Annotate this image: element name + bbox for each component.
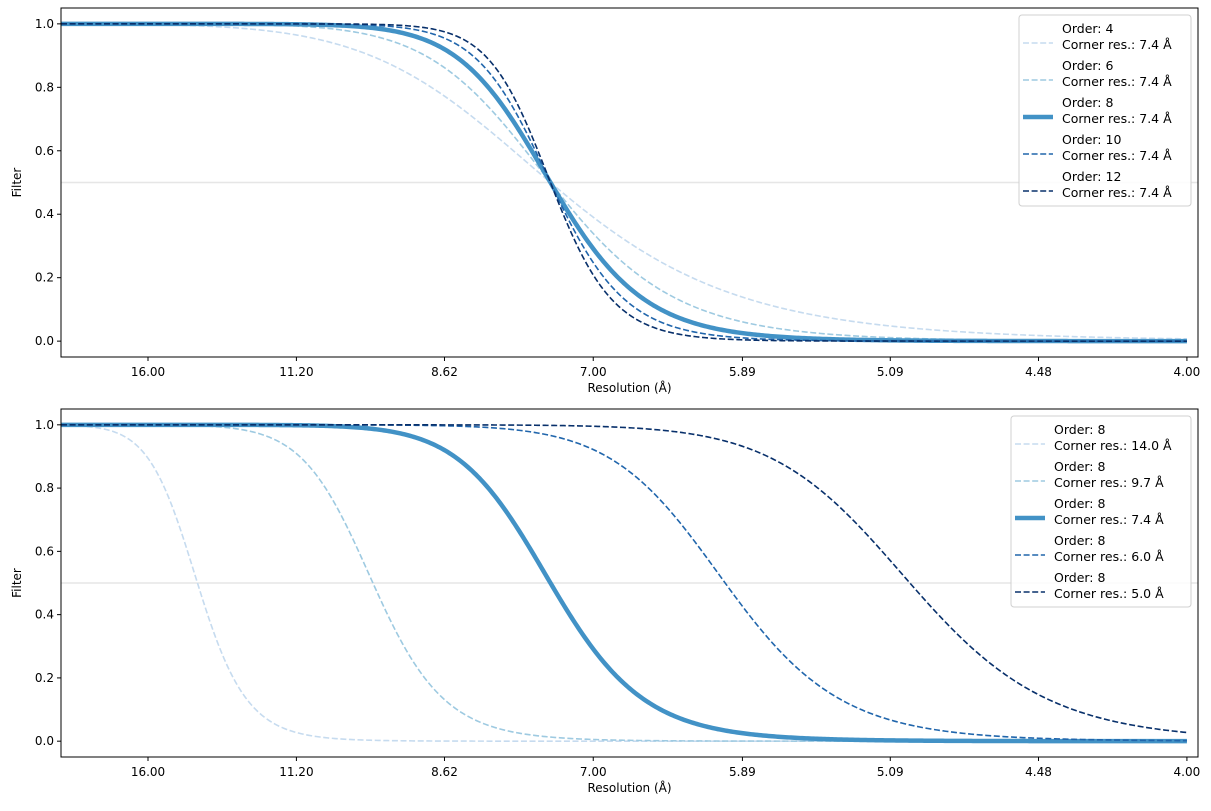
legend-label-corner: Corner res.: 14.0 Å [1054, 438, 1172, 453]
y-tick-label: 0.8 [35, 481, 54, 495]
x-tick-label: 5.89 [729, 365, 756, 379]
x-tick-label: 8.62 [431, 365, 458, 379]
legend-label-corner: Corner res.: 7.4 Å [1062, 148, 1172, 163]
legend-label-order: Order: 8 [1054, 459, 1105, 474]
legend-label-order: Order: 6 [1062, 58, 1113, 73]
legend-label-order: Order: 8 [1054, 533, 1105, 548]
x-axis-label: Resolution (Å) [587, 780, 671, 795]
y-tick-label: 1.0 [35, 17, 54, 31]
legend-label-corner: Corner res.: 9.7 Å [1054, 475, 1164, 490]
x-tick-label: 7.00 [580, 365, 607, 379]
legend-label-order: Order: 8 [1054, 570, 1105, 585]
y-tick-label: 0.4 [35, 608, 54, 622]
x-tick-label: 5.89 [729, 765, 756, 779]
legend-label-corner: Corner res.: 7.4 Å [1062, 111, 1172, 126]
y-tick-label: 0.0 [35, 334, 54, 348]
x-tick-label: 16.00 [131, 365, 165, 379]
series-line-5 [61, 424, 1187, 734]
legend-label-order: Order: 8 [1054, 422, 1105, 437]
series-line-1 [61, 23, 1187, 340]
chart-panel-2: 16.00 11.20 8.62 7.00 5.89 5.09 4.48 4.00 0.0 0.2… [10, 408, 1201, 795]
x-tick-label: 7.00 [580, 765, 607, 779]
legend-box [1018, 14, 1192, 207]
legend-label-corner: Corner res.: 7.4 Å [1054, 512, 1164, 527]
x-tick-label: 11.20 [279, 365, 313, 379]
y-tick-label: 1.0 [35, 418, 54, 432]
axes-frame [60, 408, 1199, 758]
x-tick-label: 4.48 [1025, 765, 1052, 779]
x-tick-label: 4.00 [1174, 765, 1201, 779]
y-tick-label: 0.4 [35, 207, 54, 221]
x-axis-label: Resolution (Å) [587, 380, 671, 395]
y-tick-label: 0.2 [35, 271, 54, 285]
y-tick-label: 0.0 [35, 734, 54, 748]
x-tick-label: 5.09 [877, 765, 904, 779]
series-line-4 [61, 23, 1187, 342]
series-line-4 [61, 424, 1187, 742]
legend-label-corner: Corner res.: 5.0 Å [1054, 586, 1164, 601]
series-line-3 [61, 422, 1187, 744]
y-tick-label: 0.6 [35, 544, 54, 558]
legend-label-order: Order: 4 [1062, 21, 1113, 36]
x-tick-label: 4.48 [1025, 365, 1052, 379]
y-axis-label: Filter [10, 568, 24, 598]
axes-frame [60, 7, 1199, 358]
legend-label-order: Order: 12 [1062, 169, 1121, 184]
y-axis-label: Filter [10, 168, 24, 198]
legend-label-corner: Corner res.: 7.4 Å [1062, 37, 1172, 52]
legend-box [1010, 415, 1192, 608]
y-tick-label: 0.8 [35, 80, 54, 94]
legend-label-corner: Corner res.: 7.4 Å [1062, 185, 1172, 200]
legend-label-corner: Corner res.: 6.0 Å [1054, 549, 1164, 564]
legend-label-corner: Corner res.: 7.4 Å [1062, 74, 1172, 89]
y-tick-label: 0.6 [35, 144, 54, 158]
x-tick-label: 5.09 [877, 365, 904, 379]
series-line-5 [61, 23, 1187, 342]
x-tick-label: 4.00 [1174, 365, 1201, 379]
legend-label-order: Order: 10 [1062, 132, 1121, 147]
chart-panel-1: 16.00 11.20 8.62 7.00 5.89 5.09 4.48 4.00 0.0 0.2… [10, 7, 1201, 395]
legend-label-order: Order: 8 [1054, 496, 1105, 511]
x-tick-label: 16.00 [131, 765, 165, 779]
x-tick-label: 11.20 [279, 765, 313, 779]
legend-label-order: Order: 8 [1062, 95, 1113, 110]
x-tick-label: 8.62 [431, 765, 458, 779]
y-tick-label: 0.2 [35, 671, 54, 685]
